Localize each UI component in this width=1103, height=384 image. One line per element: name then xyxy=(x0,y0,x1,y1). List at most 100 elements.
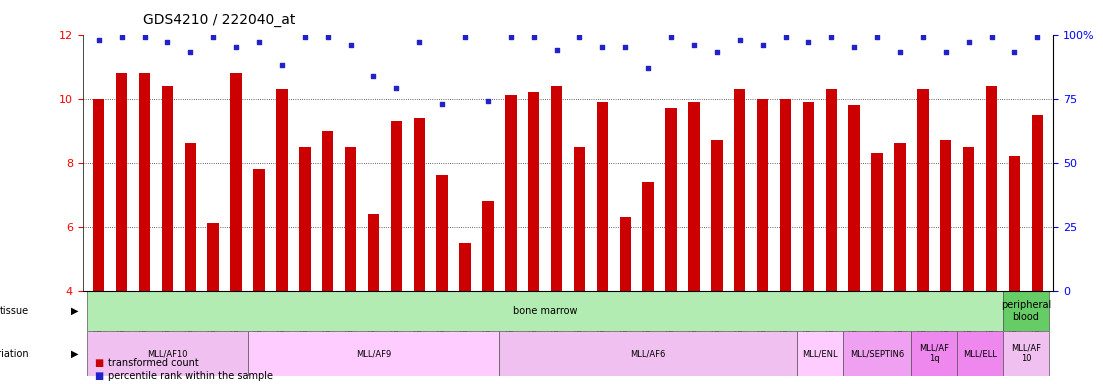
Text: MLL/AF
10: MLL/AF 10 xyxy=(1010,344,1041,363)
Point xyxy=(1006,50,1024,56)
Bar xyxy=(254,169,265,291)
Point xyxy=(1028,34,1046,40)
Bar xyxy=(390,121,403,291)
Bar xyxy=(620,217,631,291)
Bar xyxy=(184,143,196,291)
Bar xyxy=(299,147,311,291)
Text: MLL/ELL: MLL/ELL xyxy=(963,349,997,358)
Point xyxy=(753,42,771,48)
Text: genotype/variation: genotype/variation xyxy=(0,349,30,359)
Point xyxy=(936,50,954,56)
Bar xyxy=(207,223,218,291)
Point xyxy=(159,39,176,45)
Point xyxy=(457,34,474,40)
Bar xyxy=(482,201,494,291)
Text: peripheral
blood: peripheral blood xyxy=(1000,300,1051,322)
Text: ■: ■ xyxy=(94,371,103,381)
Text: transformed count: transformed count xyxy=(108,358,199,368)
Bar xyxy=(1003,331,1049,376)
Bar xyxy=(139,73,150,291)
Bar xyxy=(665,108,677,291)
Point xyxy=(685,42,703,48)
Bar xyxy=(459,243,471,291)
Bar xyxy=(116,73,127,291)
Bar xyxy=(1009,156,1020,291)
Bar xyxy=(642,182,654,291)
Point xyxy=(136,34,153,40)
Point xyxy=(113,34,130,40)
Point xyxy=(365,73,383,79)
Text: ▶: ▶ xyxy=(71,306,78,316)
Point xyxy=(387,85,405,91)
Bar xyxy=(871,153,882,291)
Bar xyxy=(843,331,911,376)
Bar xyxy=(597,102,608,291)
Point xyxy=(274,62,291,68)
Text: MLL/SEPTIN6: MLL/SEPTIN6 xyxy=(850,349,904,358)
Point xyxy=(525,34,543,40)
Text: percentile rank within the sample: percentile rank within the sample xyxy=(108,371,274,381)
Point xyxy=(914,34,932,40)
Bar xyxy=(911,331,957,376)
Text: bone marrow: bone marrow xyxy=(513,306,577,316)
Point xyxy=(410,39,428,45)
Point xyxy=(891,50,909,56)
Bar xyxy=(505,95,516,291)
Point xyxy=(182,50,200,56)
Point xyxy=(731,36,749,43)
Bar xyxy=(87,331,247,376)
Bar xyxy=(1031,114,1043,291)
Point xyxy=(90,36,108,43)
Bar xyxy=(550,86,563,291)
Bar xyxy=(918,89,929,291)
Bar xyxy=(414,118,425,291)
Bar xyxy=(797,331,843,376)
Text: tissue: tissue xyxy=(0,306,30,316)
Bar xyxy=(825,89,837,291)
Point xyxy=(823,34,840,40)
Bar xyxy=(276,89,288,291)
Point xyxy=(342,42,360,48)
Point xyxy=(960,39,977,45)
Text: MLL/AF6: MLL/AF6 xyxy=(631,349,666,358)
Point xyxy=(868,34,886,40)
Point xyxy=(502,34,520,40)
Point xyxy=(800,39,817,45)
Point xyxy=(479,98,496,104)
Bar xyxy=(780,99,791,291)
Text: MLL/AF10: MLL/AF10 xyxy=(147,349,188,358)
Point xyxy=(662,34,679,40)
Bar xyxy=(963,147,974,291)
Bar xyxy=(733,89,746,291)
Bar xyxy=(940,140,952,291)
Bar xyxy=(986,86,997,291)
Bar xyxy=(688,102,699,291)
Text: GDS4210 / 222040_at: GDS4210 / 222040_at xyxy=(143,13,296,27)
Bar xyxy=(757,99,769,291)
Bar xyxy=(711,140,722,291)
Point xyxy=(227,44,245,50)
Text: MLL/AF
1q: MLL/AF 1q xyxy=(919,344,950,363)
Bar xyxy=(528,92,539,291)
Text: ▶: ▶ xyxy=(71,349,78,359)
Bar xyxy=(574,147,586,291)
Point xyxy=(204,34,222,40)
Bar xyxy=(437,175,448,291)
Point xyxy=(617,44,634,50)
Point xyxy=(433,101,451,107)
Bar xyxy=(162,86,173,291)
Text: MLL/ENL: MLL/ENL xyxy=(802,349,837,358)
Point xyxy=(777,34,794,40)
Point xyxy=(319,34,336,40)
Point xyxy=(708,50,726,56)
Bar xyxy=(93,99,105,291)
Point xyxy=(250,39,268,45)
Bar xyxy=(848,105,860,291)
Point xyxy=(983,34,1000,40)
Bar xyxy=(957,331,1003,376)
Point xyxy=(593,44,611,50)
Bar xyxy=(895,143,906,291)
Bar xyxy=(367,214,379,291)
Bar xyxy=(500,331,797,376)
Bar xyxy=(1003,291,1049,331)
